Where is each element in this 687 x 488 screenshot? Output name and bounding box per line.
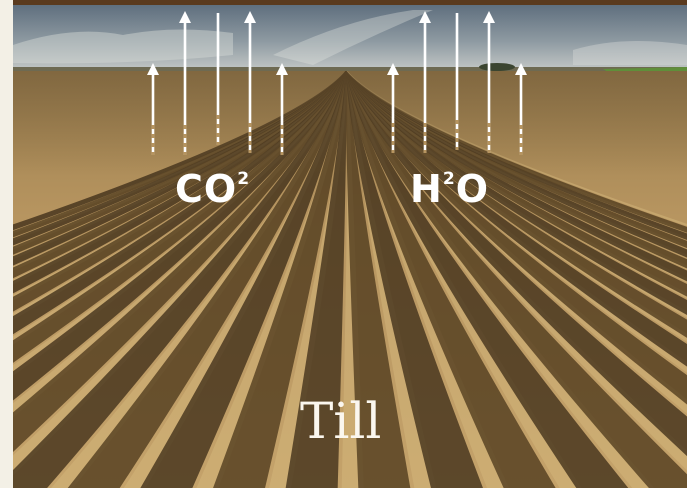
arrow-up-icon xyxy=(483,11,495,23)
tree-cluster xyxy=(479,63,515,71)
h2o-label: H2O xyxy=(410,167,490,211)
haze xyxy=(13,71,687,488)
field-scene xyxy=(13,5,687,488)
left-border xyxy=(0,0,13,488)
arrow-up-icon xyxy=(276,63,288,75)
sky xyxy=(13,5,687,71)
cloud-right xyxy=(573,41,687,65)
arrows xyxy=(147,11,527,155)
cloud-light xyxy=(273,10,433,65)
arrow-up-icon xyxy=(147,63,159,75)
horizon-line xyxy=(13,67,687,72)
top-bar xyxy=(0,0,687,5)
co2-label: CO2 xyxy=(175,167,251,211)
arrow-up-icon xyxy=(179,11,191,23)
arrow-up-icon xyxy=(244,11,256,23)
arrow-up-icon xyxy=(419,11,431,23)
cloud xyxy=(13,29,233,64)
arrow-up-icon xyxy=(387,63,399,75)
till-label: Till xyxy=(300,392,382,450)
arrow-up-icon xyxy=(515,63,527,75)
